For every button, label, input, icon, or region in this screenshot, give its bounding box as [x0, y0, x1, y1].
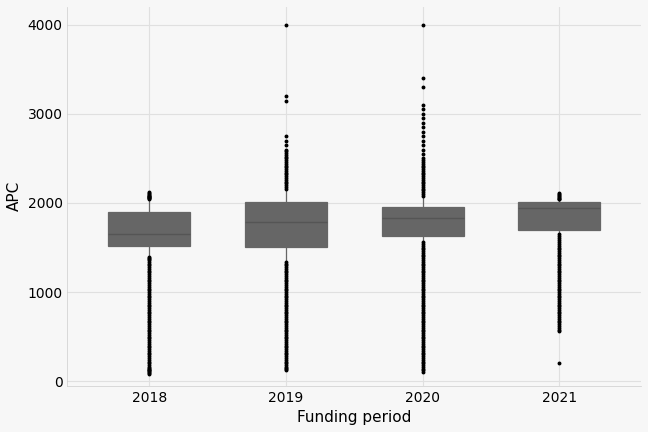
PathPatch shape — [108, 212, 191, 246]
Y-axis label: APC: APC — [7, 181, 22, 211]
PathPatch shape — [382, 206, 463, 236]
PathPatch shape — [518, 202, 600, 230]
X-axis label: Funding period: Funding period — [297, 410, 411, 425]
PathPatch shape — [245, 202, 327, 247]
